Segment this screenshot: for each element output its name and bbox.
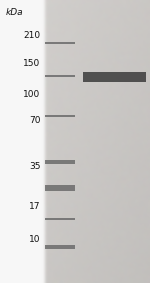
Text: 210: 210 xyxy=(23,31,40,40)
Text: 35: 35 xyxy=(29,162,40,171)
Text: 100: 100 xyxy=(23,90,40,99)
Text: 70: 70 xyxy=(29,116,40,125)
Text: 150: 150 xyxy=(23,59,40,68)
Text: 17: 17 xyxy=(29,202,40,211)
Text: kDa: kDa xyxy=(6,8,24,17)
Text: 10: 10 xyxy=(29,235,40,244)
